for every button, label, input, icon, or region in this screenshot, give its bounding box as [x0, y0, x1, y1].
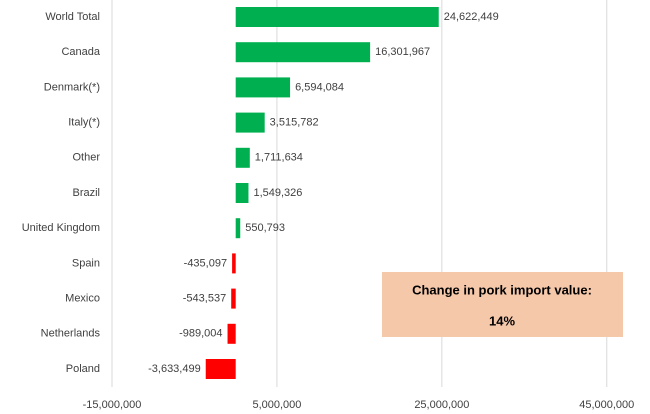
x-tick-label: -15,000,000: [83, 399, 142, 411]
y-tick-label: Other: [72, 152, 100, 164]
value-label: -3,633,499: [148, 363, 201, 375]
value-label: 16,301,967: [375, 46, 430, 58]
y-tick-label: Poland: [66, 363, 100, 375]
x-tick-label: 5,000,000: [252, 399, 301, 411]
y-tick-label: Netherlands: [41, 328, 101, 340]
bar: [205, 359, 236, 379]
bar: [235, 147, 250, 168]
bar: [235, 7, 439, 27]
bar: [235, 77, 291, 98]
value-label: 24,622,449: [444, 11, 499, 23]
y-tick-label: Italy(*): [68, 117, 100, 129]
bar: [227, 323, 236, 344]
bar: [232, 253, 236, 274]
y-tick-label: World Total: [45, 11, 100, 23]
y-tick-label: Spain: [72, 257, 100, 269]
y-tick-label: Brazil: [72, 187, 100, 199]
x-tick-label: 25,000,000: [414, 399, 469, 411]
y-tick-label: Denmark(*): [44, 81, 100, 93]
bar: [235, 183, 249, 203]
bar: [235, 112, 265, 133]
annotation-box: [382, 272, 623, 337]
value-label: 3,515,782: [270, 117, 319, 129]
value-label: 6,594,084: [295, 81, 344, 93]
y-tick-label: Mexico: [65, 293, 100, 305]
y-tick-label: Canada: [61, 46, 100, 58]
value-label: 550,793: [245, 222, 285, 234]
value-label: -989,004: [179, 328, 222, 340]
bar: [235, 218, 241, 239]
annotation-title: Change in pork import value:: [412, 282, 592, 297]
bar: [231, 288, 236, 309]
value-label: -543,537: [183, 293, 226, 305]
bar: [235, 42, 371, 63]
value-label: 1,711,634: [255, 152, 303, 164]
annotation-text: 14%: [489, 313, 515, 328]
y-tick-label: United Kingdom: [22, 222, 100, 234]
value-label: -435,097: [184, 257, 227, 269]
value-label: 1,549,326: [253, 187, 302, 199]
x-tick-label: 45,000,000: [579, 399, 634, 411]
